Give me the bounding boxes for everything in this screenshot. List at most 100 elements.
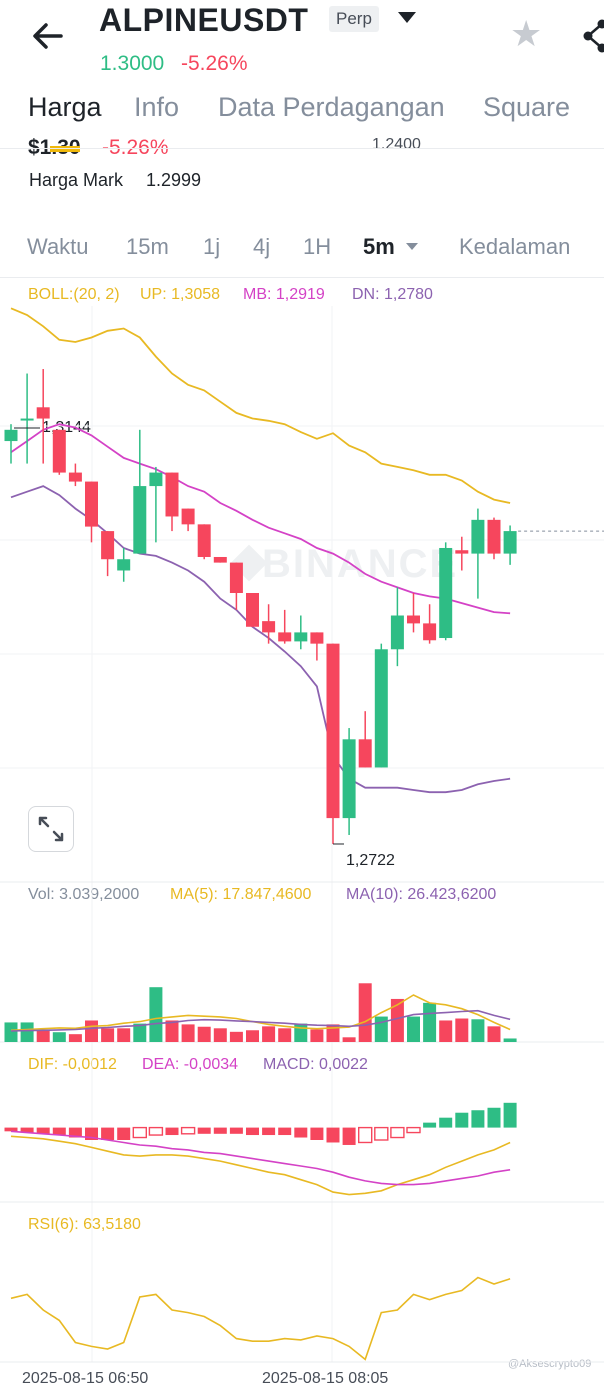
candle-body — [407, 616, 420, 624]
candle-body — [182, 509, 195, 525]
candle-body — [343, 739, 356, 818]
macd-hist-bar — [455, 1113, 468, 1128]
candle-body — [21, 419, 34, 421]
volume-bar — [439, 1020, 452, 1042]
macd-hist-bar — [182, 1128, 195, 1134]
volume-bar — [375, 1017, 388, 1042]
candle-body — [166, 473, 179, 517]
volume-bar — [101, 1028, 114, 1042]
expand-icon — [29, 807, 73, 851]
macd-panel — [5, 1103, 517, 1195]
candle-body — [455, 550, 468, 553]
candle-body — [230, 563, 243, 593]
candle-body — [375, 649, 388, 767]
volume-bar — [198, 1027, 211, 1042]
candle-body — [133, 486, 146, 554]
bollinger-bands — [11, 308, 510, 792]
volume-bar — [37, 1030, 50, 1042]
candlesticks — [5, 369, 517, 844]
volume-bar — [166, 1020, 179, 1042]
candle-body — [359, 739, 372, 767]
macd-hist-bar — [214, 1128, 227, 1134]
candle-body — [391, 616, 404, 650]
rsi-line — [11, 1278, 510, 1360]
volume-bar — [423, 1003, 436, 1042]
macd-hist-bar — [488, 1108, 501, 1128]
candle-body — [310, 632, 323, 643]
macd-hist-bar — [294, 1128, 307, 1138]
candle-body — [101, 531, 114, 559]
volume-bars — [5, 983, 517, 1042]
annotations — [14, 428, 604, 844]
candle-body — [262, 621, 275, 632]
macd-hist-bar — [343, 1128, 356, 1145]
volume-bar — [278, 1028, 291, 1042]
candle-body — [53, 430, 66, 473]
macd-hist-bar — [166, 1128, 179, 1135]
volume-bar — [471, 1019, 484, 1042]
macd-hist-bar — [504, 1103, 517, 1128]
candle-body — [471, 520, 484, 554]
volume-bar — [214, 1028, 227, 1042]
volume-bar — [310, 1029, 323, 1042]
candle-body — [85, 482, 98, 527]
macd-hist-bar — [101, 1128, 114, 1140]
macd-hist-bar — [149, 1128, 162, 1135]
volume-bar — [455, 1019, 468, 1042]
macd-hist-bar — [471, 1110, 484, 1127]
macd-hist-bar — [423, 1123, 436, 1128]
volume-bar — [5, 1022, 18, 1042]
macd-hist-bar — [230, 1128, 243, 1134]
macd-hist-bar — [133, 1128, 146, 1138]
volume-bar — [21, 1022, 34, 1042]
candle-body — [294, 632, 307, 641]
macd-hist-bar — [327, 1128, 340, 1143]
candle-body — [149, 473, 162, 487]
volume-bar — [230, 1032, 243, 1042]
macd-hist-bar — [262, 1128, 275, 1135]
macd-hist-bar — [5, 1128, 18, 1132]
candle-body — [504, 531, 517, 554]
macd-hist-bar — [278, 1128, 291, 1135]
candle-body — [69, 473, 82, 482]
candle-body — [278, 632, 291, 641]
macd-hist-bar — [407, 1128, 420, 1133]
boll-upper-line — [11, 308, 510, 503]
macd-hist-bar — [391, 1128, 404, 1138]
candle-body — [5, 430, 18, 441]
chart-grid — [0, 306, 604, 1362]
candle-body — [246, 593, 259, 627]
macd-dif-line — [11, 1136, 510, 1194]
volume-bar — [343, 1037, 356, 1042]
candle-body — [327, 644, 340, 818]
volume-bar — [246, 1030, 259, 1042]
volume-bar — [407, 1017, 420, 1042]
volume-bar — [53, 1032, 66, 1042]
candle-body — [439, 548, 452, 638]
volume-bar — [488, 1026, 501, 1042]
rsi-panel — [11, 1278, 510, 1360]
volume-bar — [69, 1034, 82, 1042]
macd-hist-bar — [117, 1128, 130, 1140]
candle-body — [214, 557, 227, 563]
volume-bar — [182, 1024, 195, 1042]
expand-button[interactable] — [28, 806, 74, 852]
macd-hist-bar — [310, 1128, 323, 1140]
volume-bar — [149, 987, 162, 1042]
candle-body — [117, 559, 130, 570]
macd-hist-bar — [198, 1128, 211, 1134]
volume-bar — [294, 1024, 307, 1042]
volume-bar — [504, 1038, 517, 1042]
macd-hist-bar — [375, 1128, 388, 1140]
candle-body — [198, 524, 211, 557]
macd-hist-bar — [439, 1118, 452, 1128]
candle-body — [423, 623, 436, 640]
macd-hist-bar — [246, 1128, 259, 1135]
volume-bar — [85, 1020, 98, 1042]
volume-bar — [262, 1026, 275, 1042]
macd-hist-bar — [359, 1128, 372, 1143]
candle-body — [488, 520, 501, 554]
candle-body — [37, 407, 50, 418]
volume-bar — [359, 983, 372, 1042]
